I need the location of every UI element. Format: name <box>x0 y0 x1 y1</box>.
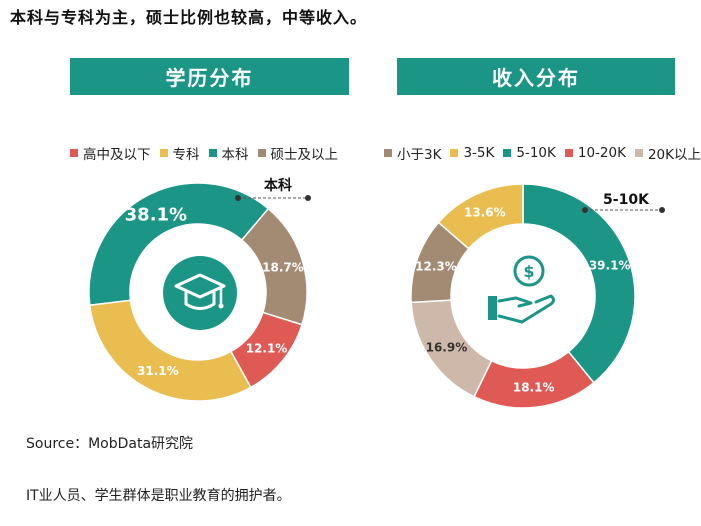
donut-chart-income: 39.1% 18.1% 16.9% 12.3% 13.6% <box>410 183 636 409</box>
donut-slice <box>522 183 636 384</box>
callout-dot-start <box>582 207 588 213</box>
footer-note: IT业人员、学生群体是职业教育的拥护者。 <box>26 488 291 504</box>
legend-item: 高中及以下 <box>70 143 151 163</box>
donut-value-label: 12.3% <box>415 260 457 274</box>
donut-value-label: 18.1% <box>513 381 555 395</box>
legend-swatch <box>208 149 217 157</box>
legend-item: 本科 <box>208 143 249 163</box>
callout-dot-end <box>659 207 665 213</box>
page-headline: 本科与专科为主，硕士比例也较高，中等收入。 <box>10 8 368 27</box>
donut-value-label: 18.7% <box>262 261 304 275</box>
legend-item: 3-5K <box>450 145 494 161</box>
legend-swatch <box>503 149 512 157</box>
legend-item: 10-20K <box>564 145 626 161</box>
legend-swatch <box>634 149 643 157</box>
legend-label: 小于3K <box>397 147 442 163</box>
chart-title-education: 学历分布 <box>70 58 349 95</box>
legend-label: 20K以上 <box>647 147 701 163</box>
legend-income: 小于3K 3-5K 5-10K 10-20K 20K以上 <box>384 143 701 163</box>
money-hand-icon: $ <box>488 255 555 324</box>
legend-swatch <box>70 149 78 157</box>
callout-label: 5-10K <box>603 192 650 208</box>
donut-value-label: 16.9% <box>426 340 468 354</box>
donut-value-label: 12.1% <box>246 341 288 355</box>
legend-swatch <box>159 149 168 157</box>
callout-dot-start <box>235 195 241 201</box>
legend-item: 专科 <box>159 143 200 163</box>
source-note: Source：MobData研究院 <box>26 436 194 452</box>
legend-label: 专科 <box>172 147 200 163</box>
legend-label: 5-10K <box>516 145 556 161</box>
callout-income: 5-10K <box>582 192 665 213</box>
donut-value-label: 31.1% <box>137 364 179 378</box>
legend-item: 硕士及以上 <box>257 143 339 163</box>
legend-item: 20K以上 <box>634 143 701 163</box>
legend-swatch <box>450 149 459 157</box>
legend-label: 本科 <box>221 147 249 163</box>
donut-slice <box>88 182 270 307</box>
callout-dot-end <box>305 195 311 201</box>
donut-value-label: 39.1% <box>589 258 631 272</box>
legend-label: 硕士及以上 <box>270 147 339 163</box>
callout-education: 本科 <box>235 177 311 201</box>
legend-label: 3-5K <box>463 145 495 161</box>
legend-label: 10-20K <box>577 145 626 161</box>
svg-text:$: $ <box>523 262 534 281</box>
chart-title-income: 收入分布 <box>397 58 675 95</box>
legend-swatch <box>384 149 392 157</box>
legend-item: 5-10K <box>503 145 556 161</box>
legend-swatch <box>257 149 266 157</box>
legend-label: 高中及以下 <box>83 147 151 163</box>
legend-swatch <box>564 149 573 157</box>
callout-label: 本科 <box>264 177 292 194</box>
donut-value-label: 38.1% <box>125 205 187 226</box>
legend-education: 高中及以下 专科 本科 硕士及以上 <box>70 143 338 163</box>
graduation-cap-icon <box>163 256 237 330</box>
donut-chart-education: 38.1% 18.7% 12.1% 31.1% <box>88 182 308 402</box>
legend-item: 小于3K <box>384 143 441 163</box>
donut-value-label: 13.6% <box>464 206 506 220</box>
donut-slice <box>437 183 524 250</box>
donut-slice <box>88 299 252 402</box>
